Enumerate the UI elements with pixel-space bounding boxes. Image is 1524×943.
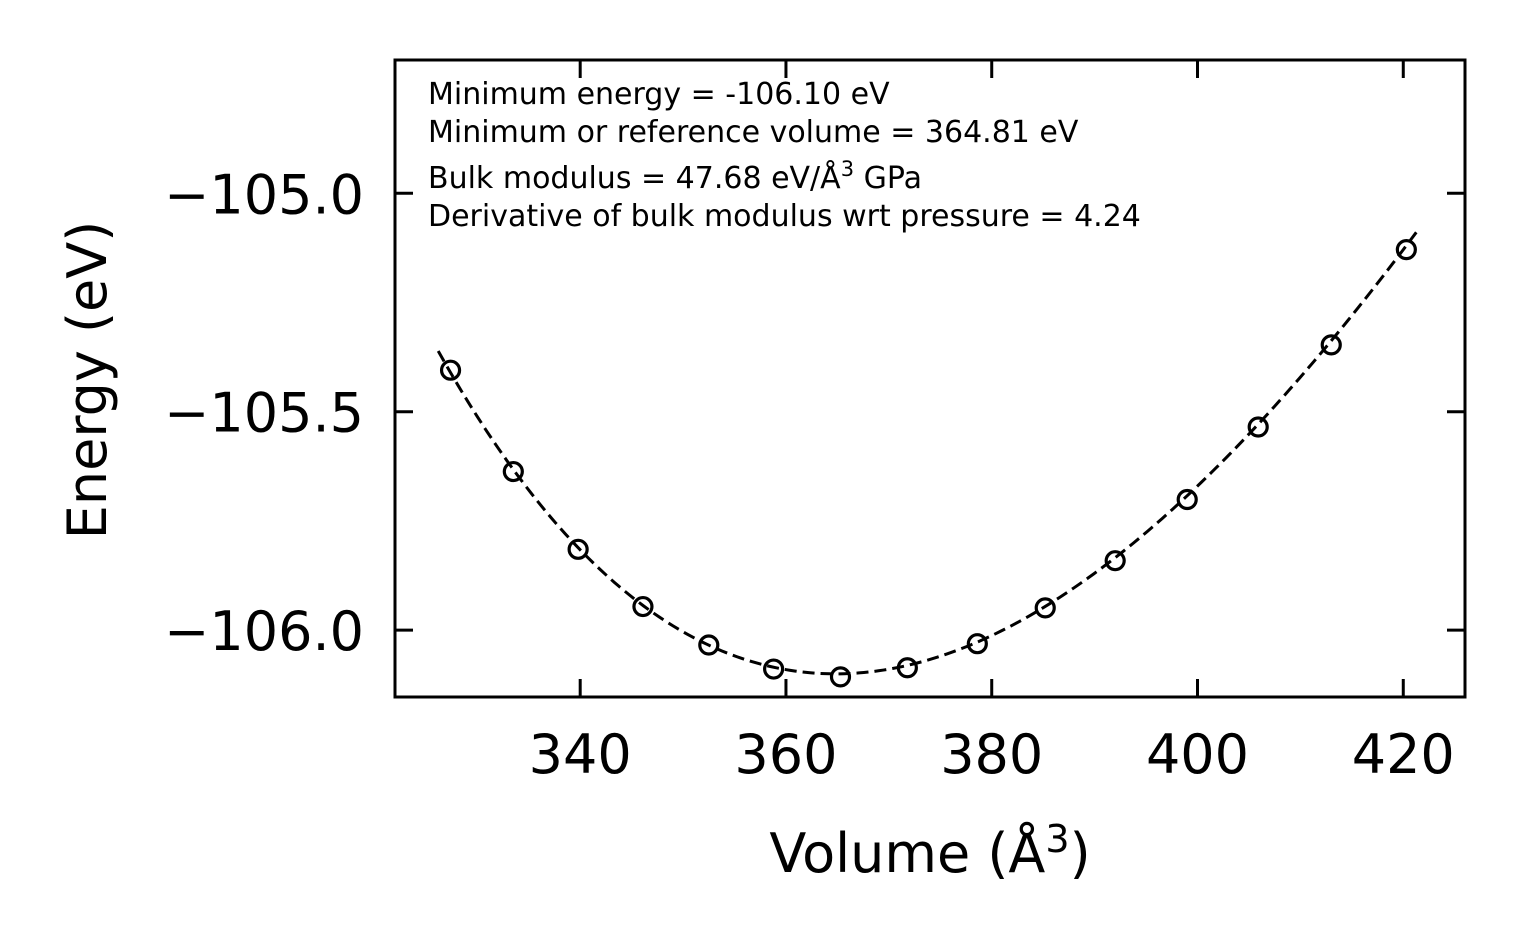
x-axis-label-suffix: ) bbox=[1070, 822, 1091, 885]
x-axis-label-superscript: 3 bbox=[1045, 817, 1069, 861]
x-tick-label: 400 bbox=[1146, 723, 1249, 786]
annotation-bulk-modulus-unit: GPa bbox=[854, 161, 922, 196]
data-point bbox=[1176, 488, 1198, 511]
y-tick-label: −105.5 bbox=[164, 382, 364, 445]
data-point bbox=[502, 460, 524, 483]
data-point bbox=[1104, 550, 1126, 572]
x-tick-label: 360 bbox=[734, 723, 837, 786]
annotation-bulk-modulus-superscript: 3 bbox=[841, 157, 854, 181]
y-tick-label: −105.0 bbox=[164, 163, 364, 226]
y-tick-label: −106.0 bbox=[164, 600, 364, 663]
data-point bbox=[567, 538, 589, 560]
annotation-bulk-modulus-derivative: Derivative of bulk modulus wrt pressure … bbox=[428, 199, 1141, 234]
data-point bbox=[1247, 416, 1269, 438]
x-axis-ticks: 340 360 380 400 420 bbox=[529, 60, 1455, 786]
x-axis-label-text: Volume (Å bbox=[769, 821, 1045, 885]
y-axis-ticks: −105.0 −105.5 −106.0 bbox=[164, 163, 1465, 663]
annotation-bulk-modulus-value: Bulk modulus = 47.68 eV/Å bbox=[428, 160, 841, 196]
x-tick-label: 340 bbox=[529, 723, 632, 786]
annotation-box: Minimum energy = -106.10 eV Minimum or r… bbox=[428, 77, 1141, 234]
data-point bbox=[896, 657, 918, 679]
data-point bbox=[1034, 597, 1056, 619]
x-tick-label: 420 bbox=[1352, 723, 1455, 786]
annotation-min-energy: Minimum energy = -106.10 eV bbox=[428, 77, 890, 112]
annotation-bulk-modulus: Bulk modulus = 47.68 eV/Å3 GPa bbox=[428, 157, 922, 196]
data-points bbox=[439, 239, 1417, 688]
data-point bbox=[829, 666, 852, 688]
data-point bbox=[632, 595, 654, 618]
fit-curve bbox=[436, 230, 1418, 676]
y-axis-label: Energy (eV) bbox=[56, 221, 119, 540]
data-point bbox=[966, 633, 988, 655]
data-point bbox=[698, 634, 720, 656]
x-tick-label: 380 bbox=[940, 723, 1043, 786]
plot-frame bbox=[393, 58, 1467, 699]
data-point bbox=[763, 658, 785, 680]
data-point bbox=[439, 359, 462, 381]
data-point bbox=[1320, 334, 1342, 356]
data-point bbox=[1395, 239, 1417, 261]
annotation-reference-volume: Minimum or reference volume = 364.81 eV bbox=[428, 115, 1079, 150]
x-axis-label: Volume (Å3) bbox=[769, 817, 1090, 885]
